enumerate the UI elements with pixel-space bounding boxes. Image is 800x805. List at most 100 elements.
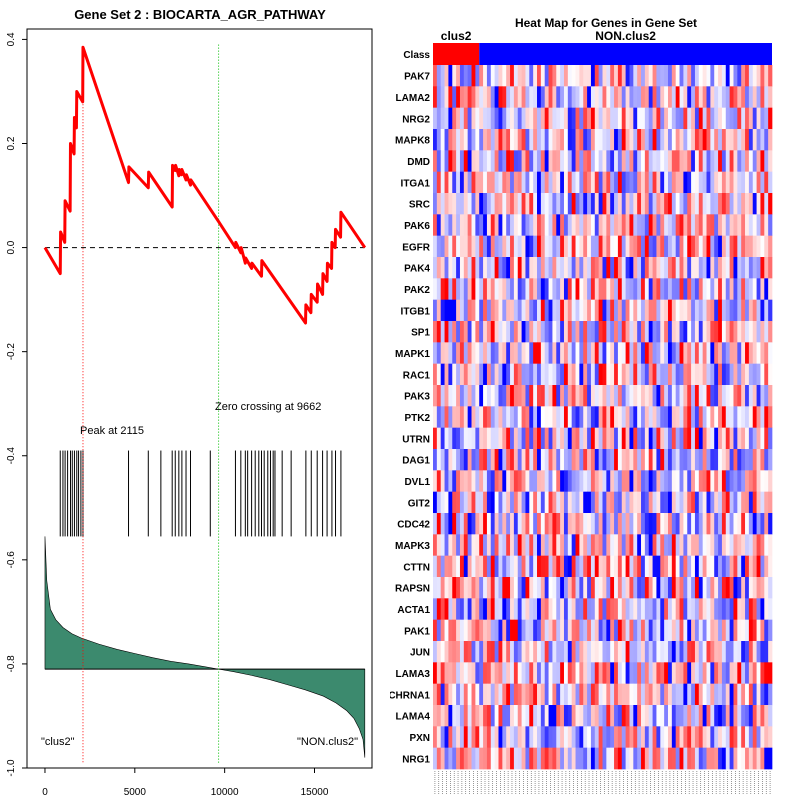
heatmap-cell	[602, 107, 607, 130]
heatmap-cell	[637, 342, 642, 365]
heatmap-cell	[587, 513, 592, 535]
heatmap-cell	[452, 513, 457, 535]
heatmap-cell	[625, 726, 630, 749]
heatmap-cell	[540, 598, 546, 621]
heatmap-cell	[664, 470, 669, 493]
heatmap-cell	[483, 726, 488, 749]
heatmap-cell	[483, 598, 488, 621]
heatmap-cell	[459, 491, 465, 514]
heatmap-cell	[548, 449, 553, 471]
heatmap-cell	[671, 86, 677, 109]
heatmap-cell	[764, 406, 769, 429]
heatmap-cell	[459, 342, 465, 365]
heatmap-cell	[498, 65, 503, 87]
heatmap-cell	[633, 257, 638, 279]
heatmap-cell	[702, 235, 707, 258]
heatmap-cell	[698, 363, 704, 386]
heatmap-cell	[598, 662, 603, 685]
heatmap-cell	[540, 427, 546, 450]
heatmap-cell	[748, 705, 754, 727]
heatmap-cell	[706, 214, 711, 237]
heatmap-cell	[648, 321, 653, 343]
heatmap-cell	[760, 214, 765, 237]
heatmap-cell	[498, 257, 503, 279]
heatmap-cell	[548, 747, 553, 770]
heatmap-cell	[671, 65, 677, 87]
heatmap-cell	[602, 321, 607, 343]
heatmap-cell	[741, 107, 746, 130]
heatmap-cell	[459, 662, 465, 685]
gene-row-label: MAPK1	[395, 349, 430, 360]
heatmap-cell	[660, 449, 665, 471]
heatmap-cell	[629, 555, 634, 578]
heatmap-cell	[748, 214, 754, 237]
heatmap-cell	[490, 705, 495, 727]
heatmap-cell	[641, 363, 646, 386]
heatmap-cell	[575, 257, 580, 279]
heatmap-cell	[691, 342, 696, 365]
heatmap-cell	[483, 534, 488, 557]
heatmap-cell	[741, 235, 746, 258]
heatmap-cell	[633, 427, 638, 450]
heatmap-cell	[764, 491, 769, 514]
heatmap-cell	[598, 299, 603, 322]
heatmap-cell	[656, 513, 661, 535]
heatmap-cell	[752, 747, 757, 770]
heatmap-cell	[760, 747, 765, 770]
heatmap-cell	[502, 598, 507, 621]
heatmap-cell	[694, 235, 700, 258]
heatmap-cell	[521, 683, 526, 706]
heatmap-cell	[563, 193, 569, 215]
heatmap-cell	[664, 683, 669, 706]
heatmap-cell	[587, 683, 592, 706]
heatmap-cell	[691, 747, 696, 770]
heatmap-cell	[710, 363, 715, 386]
heatmap-cell	[741, 257, 746, 279]
heatmap-cell	[729, 150, 734, 173]
heatmap-cell	[752, 385, 757, 407]
heatmap-cell	[494, 171, 499, 194]
heatmap-cell	[471, 214, 476, 237]
heatmap-cell	[529, 342, 534, 365]
heatmap-cell	[691, 150, 696, 173]
heatmap-cell	[641, 747, 646, 770]
heatmap-cell	[652, 598, 657, 621]
heatmap-cell	[764, 363, 769, 386]
heatmap-cell	[540, 86, 546, 109]
heatmap-cell	[594, 171, 599, 194]
heatmap-cell	[698, 107, 704, 130]
heatmap-cell	[660, 491, 665, 514]
heatmap-cell	[433, 406, 438, 429]
heatmap-cell	[671, 129, 677, 151]
heatmap-cell	[768, 513, 773, 535]
heatmap-cell	[648, 619, 653, 642]
heatmap-cell	[625, 150, 630, 173]
heatmap-cell	[583, 427, 588, 450]
heatmap-cell	[448, 363, 453, 386]
heatmap-cell	[629, 278, 634, 301]
heatmap-cell	[621, 577, 626, 599]
heatmap-cell	[479, 747, 484, 770]
heatmap-cell	[687, 299, 692, 322]
heatmap-cell	[675, 555, 680, 578]
heatmap-cell	[456, 129, 461, 151]
heatmap-cell	[706, 641, 711, 663]
heatmap-cell	[675, 513, 680, 535]
heatmap-cell	[648, 577, 653, 599]
heatmap-cell	[733, 577, 738, 599]
gene-row-label: NRG2	[402, 114, 430, 125]
heatmap-cell	[606, 86, 611, 109]
heatmap-cell	[533, 470, 538, 493]
heatmap-cell	[456, 683, 461, 706]
heatmap-cell	[768, 214, 773, 237]
heatmap-cell	[660, 555, 665, 578]
heatmap-cell	[594, 449, 599, 471]
heatmap-cell	[583, 235, 588, 258]
heatmap-cell	[702, 726, 707, 749]
heatmap-cell	[540, 299, 546, 322]
heatmap-cell	[444, 577, 449, 599]
heatmap-cell	[444, 683, 449, 706]
heatmap-cell	[664, 129, 669, 151]
heatmap-cell	[725, 86, 730, 109]
heatmap-cell	[702, 406, 707, 429]
